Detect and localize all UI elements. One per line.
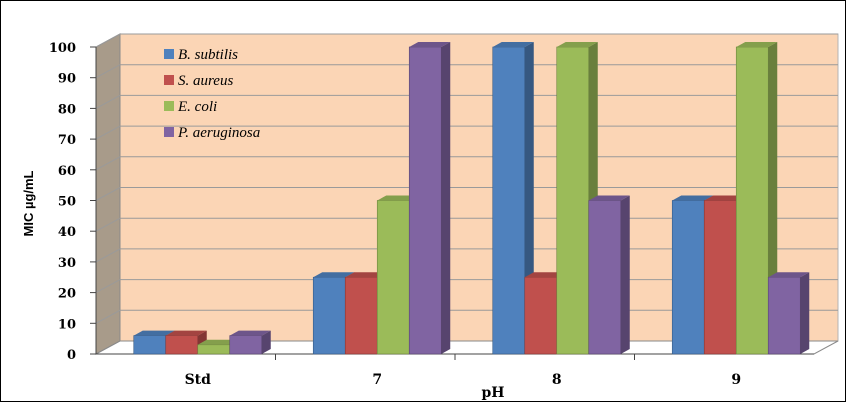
legend-label: B. subtilis: [178, 47, 238, 63]
bar-front: [492, 46, 526, 355]
gridline: [95, 125, 838, 140]
bar-side: [620, 195, 630, 354]
y-tick-label: 90: [58, 72, 76, 87]
y-tick-label: 0: [67, 348, 76, 363]
gridline: [95, 187, 838, 201]
bar-front: [703, 200, 737, 355]
bar-top: [736, 42, 778, 47]
bar-side: [800, 272, 810, 354]
bar-top: [409, 42, 451, 47]
bar: [229, 330, 271, 355]
x-tick-label: 7: [372, 372, 382, 388]
y-tick-label: 60: [58, 164, 76, 179]
x-axis-label: pH: [481, 385, 504, 401]
legend-label: P. aeruginosa: [177, 125, 260, 141]
y-tick-label: 10: [58, 317, 76, 332]
bar-front: [165, 335, 199, 355]
legend-swatch: [164, 75, 174, 85]
bars: [133, 42, 810, 355]
bar-front: [524, 276, 558, 355]
x-tick-labels: Std 7 8 9: [185, 372, 742, 388]
gridline: [95, 33, 838, 48]
x-tick-label: Std: [185, 372, 212, 388]
gridline: [95, 64, 838, 79]
legend: B. subtilis S. aureus E. coli P. aeruginosa: [164, 47, 260, 141]
bar-top: [588, 195, 630, 201]
legend-label: S. aureus: [178, 73, 233, 89]
bar-front: [344, 276, 378, 355]
bar-top: [197, 339, 239, 345]
x-tick-label: 8: [552, 372, 562, 388]
bar-front: [197, 344, 231, 355]
x-tick-label: 9: [731, 372, 741, 388]
bar-front: [133, 335, 167, 355]
bar-top: [345, 272, 387, 278]
bar-top: [165, 330, 207, 336]
legend-swatch: [164, 101, 174, 111]
bar-top: [768, 272, 810, 278]
bar-top: [672, 195, 714, 201]
y-tick-label: 50: [58, 195, 76, 210]
y-tick-labels: 0 10 20 30 40 50 60 70 80 90 100: [49, 41, 76, 363]
y-tick-label: 20: [58, 287, 76, 302]
legend-label: E. coli: [177, 99, 217, 115]
bar-front: [376, 200, 410, 355]
bar-side: [441, 42, 451, 354]
y-tick-label: 100: [49, 41, 76, 56]
bar-side: [261, 330, 271, 354]
bar-front: [556, 46, 590, 355]
legend-swatch: [164, 49, 174, 59]
gridline: [95, 156, 838, 171]
bar: [767, 272, 810, 355]
y-tick-label: 80: [58, 102, 76, 117]
y-tick-label: 70: [58, 133, 76, 148]
bar-top: [377, 195, 419, 201]
bar-front: [588, 200, 622, 355]
bar-top: [492, 42, 534, 47]
bar-top: [133, 330, 175, 336]
bar: [408, 42, 451, 355]
bar-front: [671, 200, 705, 355]
bar: [588, 195, 630, 355]
bar-front: [767, 276, 801, 355]
bar-front: [229, 335, 263, 355]
bar-top: [556, 42, 598, 47]
bar-front: [312, 276, 346, 355]
y-tick-label: 40: [58, 225, 76, 240]
legend-swatch: [164, 127, 174, 137]
bar-front: [408, 46, 442, 355]
bar-top: [704, 195, 746, 201]
bar-front: [735, 46, 769, 355]
y-axis-label: MIC µg/mL: [21, 170, 36, 236]
bar-top: [524, 272, 566, 278]
y-tick-label: 30: [58, 256, 76, 271]
gridline: [95, 94, 838, 109]
bar: [735, 42, 778, 355]
bar-top: [313, 272, 355, 278]
bar-top: [229, 330, 271, 336]
